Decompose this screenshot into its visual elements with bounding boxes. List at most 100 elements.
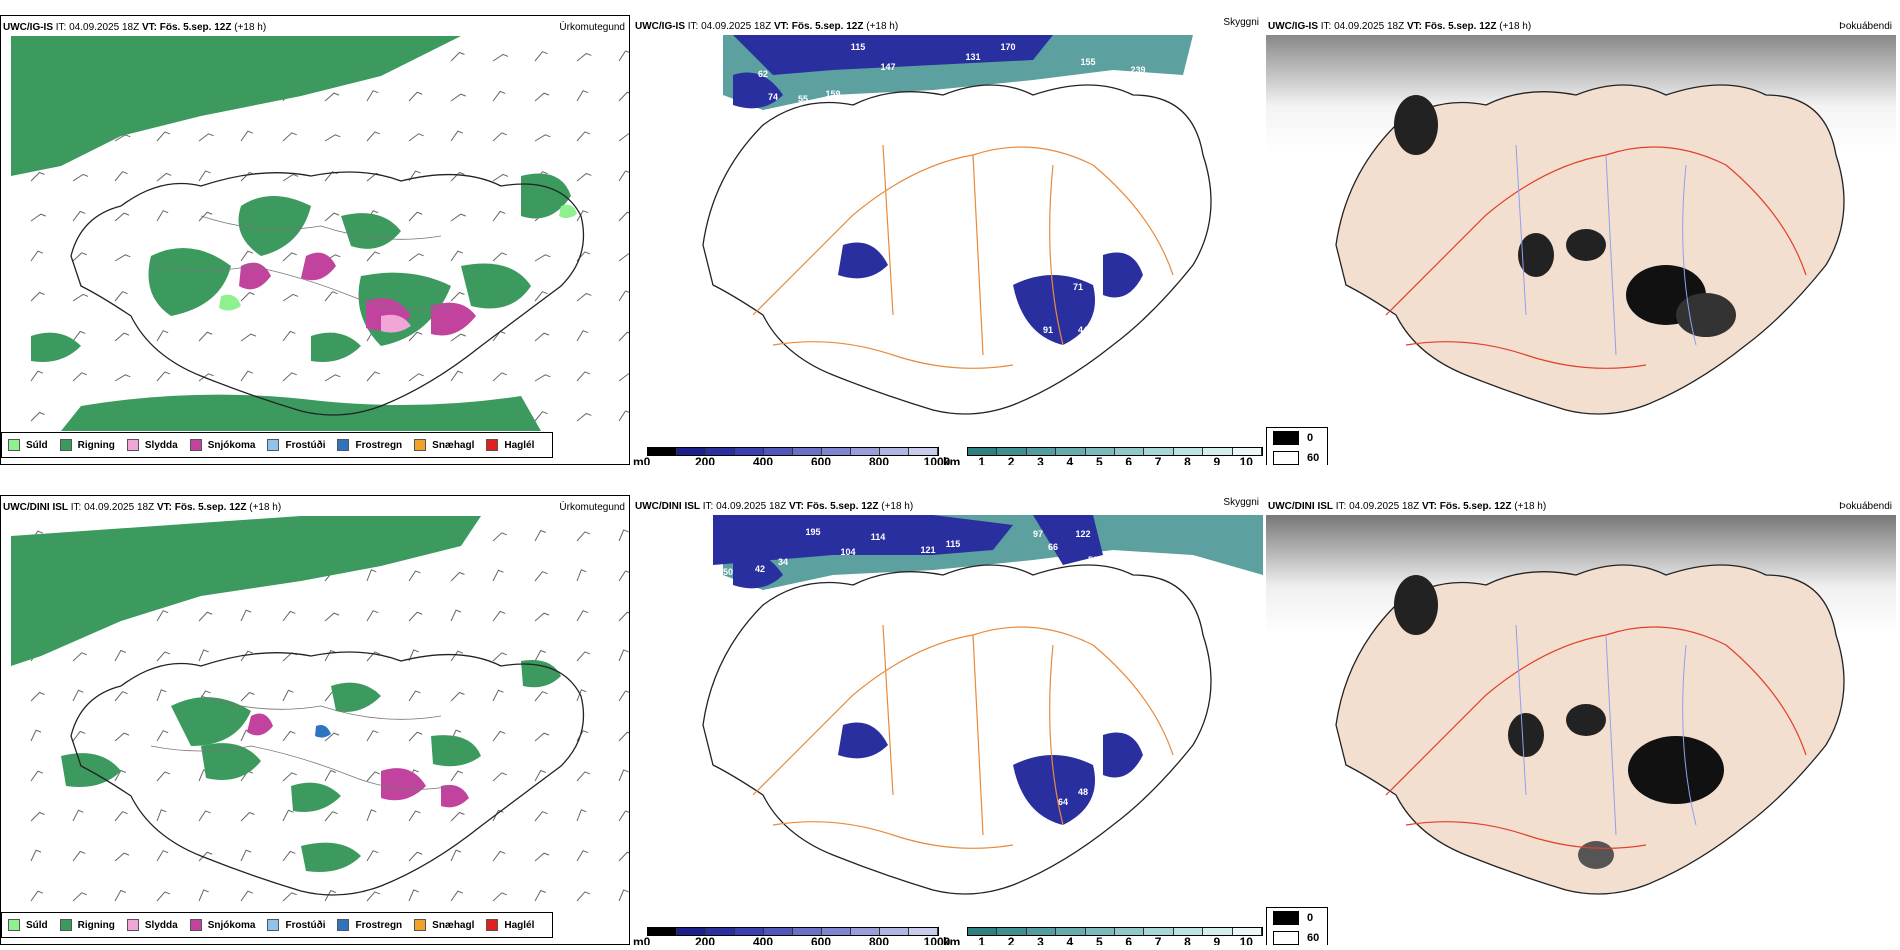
- wind-barb: [492, 772, 507, 782]
- colorbar-tick: 9: [1213, 455, 1221, 465]
- wind-barb: [366, 809, 377, 822]
- precip-type-label-bottom: Úrkomutegund: [559, 502, 625, 513]
- wind-barb: [492, 892, 507, 902]
- wind-barb: [30, 811, 45, 822]
- internal-contours: [150, 695, 452, 790]
- legend-swatch: [126, 919, 139, 931]
- low-cloud-areas: [733, 35, 1143, 345]
- wind-barb: [114, 732, 130, 742]
- legend-item: Haglél: [486, 439, 534, 451]
- legend-label: Súld: [26, 439, 48, 451]
- wind-barb: [618, 50, 629, 62]
- legend-label: Rigning: [77, 919, 115, 931]
- rain-areas: [11, 516, 561, 872]
- cloud-base-value: 55: [798, 94, 808, 104]
- wind-barb: [534, 332, 550, 342]
- wind-barb: [72, 809, 84, 822]
- colorbar-segment: [1144, 928, 1174, 935]
- cloud-base-value: 44: [1078, 325, 1088, 335]
- wind-barb: [618, 253, 629, 262]
- wind-barb: [30, 770, 44, 782]
- colorbar-segment: [706, 928, 735, 935]
- legend-swatch: [414, 919, 427, 931]
- wind-barb: [534, 571, 548, 582]
- wind-barb: [450, 333, 467, 342]
- fog-areas: [1394, 95, 1736, 337]
- cloud-base-value: 77: [928, 277, 938, 287]
- fog-panel-bottom: UWC/DINI ISL IT: 04.09.2025 18Z VT: Fös.…: [1266, 495, 1896, 945]
- wind-barb: [114, 811, 128, 822]
- vis-panel-title-bottom: UWC/DINI ISL IT: 04.09.2025 18Z VT: Fös.…: [635, 501, 914, 512]
- wind-barb: [618, 170, 629, 182]
- colorbar-segment: [793, 448, 822, 455]
- wind-barb: [324, 92, 340, 102]
- cloud-base-value: 81: [1038, 819, 1048, 829]
- fog-legend-label: 60: [1307, 932, 1320, 944]
- cloud-base-value: 97: [1033, 529, 1043, 539]
- cloud-base-value: 64: [1058, 797, 1068, 807]
- wind-barb: [324, 134, 341, 142]
- wind-barb: [492, 689, 504, 702]
- cloud-base-value: 58: [888, 272, 898, 282]
- wind-barb: [324, 374, 341, 382]
- cloud-base-value: 155: [1080, 57, 1095, 67]
- wind-barb: [282, 372, 297, 382]
- wind-barb: [156, 771, 171, 782]
- fog-map-bottom: [1266, 515, 1896, 895]
- colorbar-segment: [735, 448, 764, 455]
- cloud-base-bar: [647, 447, 939, 456]
- cloud-base-value: 52: [1098, 777, 1108, 787]
- cloud-base-value: 59: [1038, 835, 1048, 845]
- wind-barb: [492, 252, 507, 262]
- wind-barb: [534, 769, 547, 782]
- wind-barb: [30, 213, 47, 222]
- colorbar-segment: [764, 928, 793, 935]
- wind-barb: [366, 90, 379, 102]
- cloud-base-value: 159: [825, 89, 840, 99]
- wind-barb: [240, 130, 254, 142]
- fog-legend-bottom: 0 60: [1266, 907, 1328, 945]
- colorbar-segment: [764, 448, 793, 455]
- fog-label-top: Þokuábendi: [1839, 21, 1892, 32]
- colorbar-tick: 4: [1066, 935, 1074, 945]
- wind-barb: [156, 330, 169, 342]
- wind-barb: [324, 732, 340, 742]
- colorbar-tick: 200: [694, 935, 716, 945]
- legend-swatch: [486, 919, 499, 931]
- colorbar-segment: [1085, 448, 1116, 455]
- wind-barb: [198, 810, 211, 822]
- precip-panel-title-top: UWC/IG-IS IT: 04.09.2025 18Z VT: Fös. 5.…: [3, 22, 267, 33]
- wind-barb: [534, 811, 548, 822]
- wind-barb: [576, 531, 591, 542]
- fog-legend-row: 60: [1267, 928, 1327, 945]
- colorbar-segment: [968, 448, 998, 455]
- colorbar-tick: 600: [810, 455, 832, 465]
- wind-barb: [576, 651, 591, 662]
- wind-barb: [282, 892, 297, 902]
- fog-rivers: [1515, 624, 1697, 836]
- wind-barb: [198, 170, 211, 182]
- colorbar-tick: 600: [810, 935, 832, 945]
- wind-barb: [156, 210, 169, 222]
- wind-barb: [492, 90, 506, 102]
- wind-barb: [30, 691, 45, 702]
- cloud-base-value: 65: [1048, 342, 1058, 352]
- wind-barb: [72, 173, 89, 182]
- wind-barb: [114, 291, 128, 302]
- wind-barb: [492, 610, 506, 622]
- wind-barb: [156, 730, 169, 742]
- wind-barb: [534, 374, 551, 382]
- wind-barb: [618, 649, 629, 662]
- colorbar-tick: 3: [1037, 935, 1044, 945]
- wind-barb: [576, 610, 589, 622]
- cloud-base-value: 104: [840, 547, 855, 557]
- precip-legend-bottom: Súld Rigning Slydda Snjókoma Frostúði Frostre…: [1, 912, 554, 938]
- wind-barb: [408, 690, 421, 702]
- wind-barb: [366, 610, 379, 622]
- snow-areas: [247, 713, 469, 808]
- wind-barb: [534, 612, 550, 622]
- wind-barb: [492, 652, 507, 662]
- wind-barb: [618, 690, 629, 702]
- wind-barb: [618, 769, 629, 782]
- wind-barb: [492, 210, 506, 222]
